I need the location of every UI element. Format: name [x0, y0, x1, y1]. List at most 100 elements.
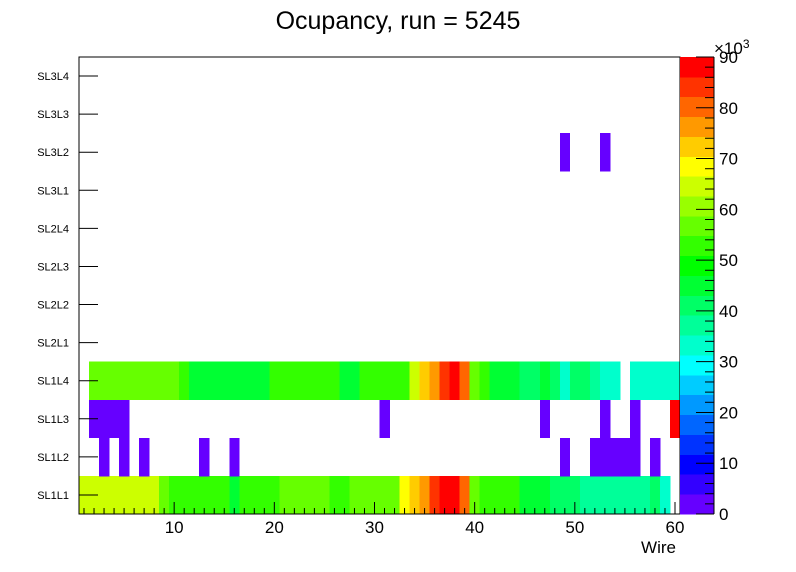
heatmap-cell — [579, 361, 591, 401]
heatmap-cell — [589, 437, 601, 477]
heatmap-cell — [389, 475, 400, 515]
heatmap-cell — [629, 475, 641, 515]
heatmap-cell — [269, 361, 280, 401]
heatmap-cell — [339, 361, 350, 401]
heatmap-cell — [609, 437, 621, 477]
heatmap-cell — [379, 399, 390, 439]
color-scale-segment — [680, 57, 714, 78]
heatmap-cell — [569, 361, 581, 401]
heatmap-cell — [99, 437, 110, 477]
heatmap-cell — [169, 361, 180, 401]
y-tick-label: SL2L3 — [37, 261, 69, 273]
heatmap-cell — [539, 361, 551, 401]
heatmap-cell — [589, 475, 601, 515]
heatmap-cell — [429, 361, 440, 401]
color-scale-segment — [680, 96, 714, 118]
x-axis-label: Wire — [641, 538, 676, 557]
heatmap-cell — [179, 475, 190, 515]
color-scale-segment — [680, 116, 714, 137]
heatmap-cell — [459, 475, 471, 515]
heatmap-cell — [329, 361, 340, 401]
heatmap-cell — [439, 361, 451, 401]
y-tick-label: SL2L4 — [37, 223, 69, 235]
color-scale-segment — [680, 355, 714, 376]
heatmap-cell — [649, 475, 661, 515]
heatmap-cell — [539, 475, 551, 515]
color-scale-tick-label: 40 — [719, 302, 738, 321]
heatmap-cells — [79, 133, 681, 515]
heatmap-cell — [519, 475, 531, 515]
heatmap-cell — [109, 361, 120, 401]
heatmap-cell — [99, 361, 110, 401]
heatmap-cell — [549, 361, 561, 401]
color-scale-segment — [680, 474, 714, 495]
color-scale-tick-label: 70 — [719, 150, 738, 169]
heatmap-cell — [559, 475, 571, 515]
heatmap-cell — [199, 475, 210, 515]
heatmap-cell — [209, 475, 220, 515]
heatmap-cell — [119, 399, 130, 439]
heatmap-cell — [469, 475, 481, 515]
heatmap-cell — [389, 361, 400, 401]
color-scale-segment — [680, 295, 714, 316]
x-tick-label: 20 — [265, 518, 284, 537]
heatmap-cell — [189, 475, 200, 515]
color-scale-tick-label: 20 — [719, 403, 738, 422]
heatmap-cell — [99, 399, 110, 439]
heatmap-cell — [129, 361, 140, 401]
heatmap-cell — [119, 475, 130, 515]
color-scale-segment — [680, 196, 714, 217]
heatmap-cell — [539, 399, 551, 439]
color-scale-segment — [680, 414, 714, 435]
color-scale: 0 10 20 30 40 50 60 70 80 90 — [680, 48, 738, 524]
heatmap-cell — [259, 475, 270, 515]
color-scale-segment — [680, 215, 714, 237]
heatmap-cell — [479, 361, 491, 401]
heatmap-cell — [639, 475, 651, 515]
heatmap-cell — [289, 475, 300, 515]
heatmap-cell — [379, 475, 390, 515]
heatmap-cell — [469, 361, 481, 401]
heatmap-cell — [629, 361, 641, 401]
y-tick-label: SL2L2 — [37, 300, 69, 312]
heatmap-cell — [139, 475, 150, 515]
heatmap-cell — [239, 361, 250, 401]
heatmap-cell — [119, 361, 130, 401]
heatmap-cell — [509, 361, 521, 401]
heatmap-cell — [169, 475, 180, 515]
y-axis: SL1L1 SL1L2 SL1L3 SL1L4 SL2L1 SL2L2 SL2L3 SL2L4… — [37, 71, 98, 502]
heatmap-cell — [409, 475, 420, 515]
y-tick-label: SL3L2 — [37, 147, 69, 159]
heatmap-cell — [179, 361, 190, 401]
heatmap-cell — [369, 475, 380, 515]
chart-title: Ocupancy, run = 5245 — [276, 7, 521, 35]
heatmap-cell — [609, 361, 621, 401]
heatmap-cell — [149, 361, 160, 401]
heatmap-cell — [499, 475, 511, 515]
y-tick-label: SL1L3 — [37, 414, 69, 426]
color-scale-segment — [680, 494, 714, 515]
heatmap-cell — [669, 361, 681, 401]
color-scale-tick-label: 30 — [719, 353, 738, 372]
heatmap-cell — [309, 475, 320, 515]
heatmap-cell — [599, 133, 611, 172]
heatmap-cell — [359, 475, 370, 515]
heatmap-cell — [249, 475, 260, 515]
heatmap-cell — [439, 475, 451, 515]
heatmap-cell — [609, 475, 621, 515]
heatmap-cell — [279, 475, 290, 515]
heatmap-cell — [489, 361, 501, 401]
heatmap-cell — [619, 475, 631, 515]
heatmap-cell — [489, 475, 501, 515]
heatmap-cell — [289, 361, 300, 401]
x-tick-label: 10 — [165, 518, 184, 537]
color-scale-tick-label: 0 — [719, 505, 728, 524]
heatmap-cell — [149, 475, 160, 515]
heatmap-cell — [409, 361, 420, 401]
heatmap-cell — [509, 475, 521, 515]
heatmap-cell — [299, 475, 310, 515]
color-scale-segment — [680, 176, 714, 197]
heatmap-cell — [399, 361, 410, 401]
color-scale-segment — [680, 394, 714, 416]
